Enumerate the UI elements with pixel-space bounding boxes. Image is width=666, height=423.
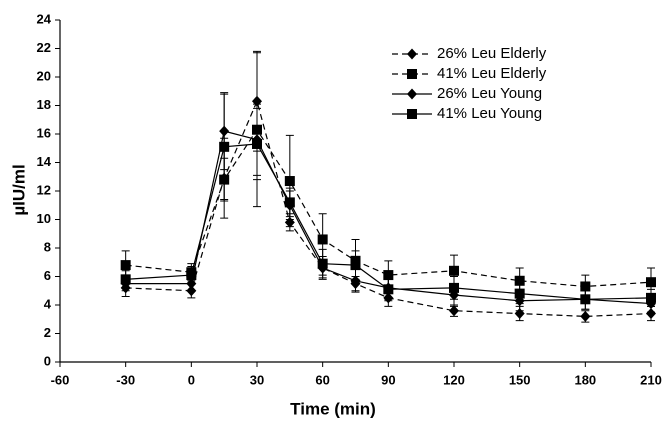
legend-marker: [407, 48, 417, 60]
y-tick-label: 2: [44, 325, 51, 340]
series-line: [125, 130, 652, 305]
y-tick-label: 20: [37, 68, 51, 83]
point: [580, 310, 591, 322]
point: [580, 281, 591, 292]
point: [284, 176, 295, 187]
legend-label: 41% Leu Elderly: [437, 65, 547, 82]
y-tick-label: 12: [37, 182, 51, 197]
point: [383, 270, 394, 281]
legend-label: 26% Leu Elderly: [437, 45, 547, 62]
point: [219, 141, 230, 152]
point: [252, 138, 262, 149]
x-tick-label: -60: [51, 372, 70, 387]
series-line: [125, 128, 652, 288]
x-tick-label: 30: [250, 372, 264, 387]
x-tick-label: 180: [574, 372, 596, 387]
legend-label: 41% Leu Young: [437, 105, 542, 122]
series-line: [125, 99, 652, 318]
point: [317, 234, 328, 245]
x-tick-label: 0: [188, 372, 195, 387]
x-tick-label: 150: [509, 372, 531, 387]
point: [646, 277, 656, 288]
legend-marker: [407, 109, 417, 119]
y-tick-label: 6: [44, 268, 51, 283]
point: [449, 265, 459, 276]
point: [284, 197, 295, 208]
x-axis-label: Time (min): [290, 399, 376, 418]
y-tick-label: 8: [44, 239, 51, 254]
point: [449, 305, 459, 317]
point: [514, 288, 525, 299]
point: [186, 270, 197, 281]
series-line: [125, 143, 652, 300]
legend-label: 26% Leu Young: [437, 85, 542, 102]
point: [350, 260, 361, 271]
x-tick-label: 120: [443, 372, 465, 387]
point: [120, 260, 131, 271]
y-tick-label: 24: [37, 11, 52, 26]
legend-marker: [407, 69, 417, 79]
point: [646, 292, 656, 303]
point: [646, 308, 656, 320]
y-tick-label: 22: [37, 40, 51, 55]
x-tick-label: 60: [315, 372, 329, 387]
y-tick-label: 16: [37, 125, 51, 140]
y-tick-label: 14: [37, 154, 52, 169]
point: [580, 294, 591, 305]
x-tick-label: -30: [116, 372, 135, 387]
point: [350, 275, 361, 287]
point: [383, 284, 394, 295]
point: [120, 274, 131, 285]
y-tick-label: 4: [44, 296, 52, 311]
x-tick-label: 90: [381, 372, 395, 387]
legend-marker: [407, 88, 417, 100]
point: [317, 258, 328, 269]
x-tick-label: 210: [640, 372, 662, 387]
point: [514, 275, 525, 286]
point: [449, 282, 459, 293]
y-tick-label: 0: [44, 353, 51, 368]
y-tick-label: 10: [37, 211, 51, 226]
y-tick-label: 18: [37, 97, 51, 112]
y-axis-label: µIU/ml: [9, 164, 28, 215]
